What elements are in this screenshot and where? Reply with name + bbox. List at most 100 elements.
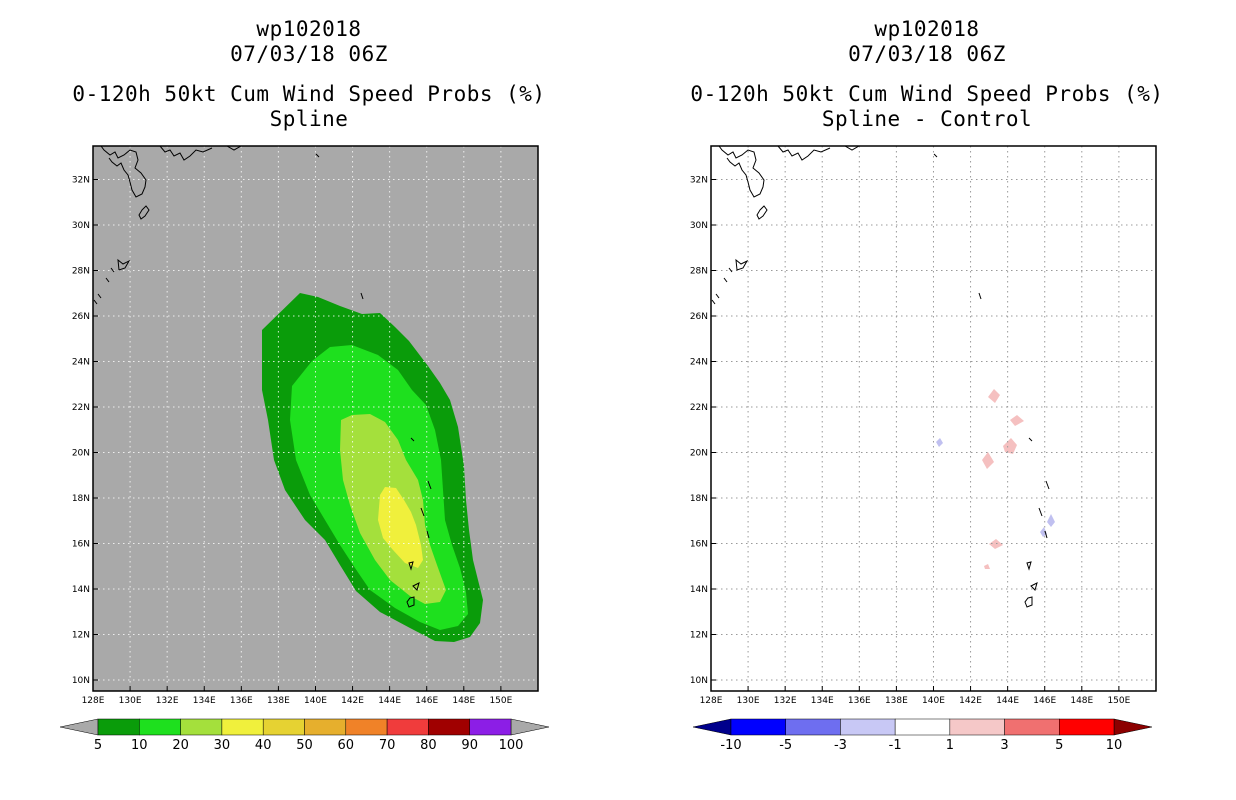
coastlines [93, 146, 432, 608]
colorbar-swatch [262, 718, 305, 736]
coastline-segment [777, 146, 831, 161]
panel-subtitle: Spline - Control [821, 107, 1033, 131]
positive-diff-patch [982, 452, 994, 469]
coastline-segment [718, 146, 765, 198]
difference-contours [936, 389, 1055, 569]
lon-label: 146E [1033, 696, 1056, 706]
coastline-segment [100, 146, 147, 198]
lon-label: 142E [959, 696, 982, 706]
colorbar-over-triangle [510, 718, 550, 736]
coastline-segment [427, 480, 432, 490]
map-background [711, 146, 1156, 691]
colorbar-label: 3 [1000, 738, 1008, 753]
coastline-segment [735, 258, 749, 271]
lat-label: 30N [72, 221, 90, 231]
colorbar-label: -3 [834, 738, 847, 753]
lon-label: 144E [996, 696, 1019, 706]
colorbar-label: 5 [94, 738, 102, 753]
colorbar-label: 30 [214, 738, 231, 753]
coastline-segment [1028, 437, 1033, 442]
lon-label: 150E [1107, 696, 1130, 706]
lon-label: 140E [304, 696, 327, 706]
lon-label: 132E [156, 696, 179, 706]
lat-label: 20N [72, 449, 90, 459]
lon-label: 134E [193, 696, 216, 706]
colorbar-swatch [785, 718, 841, 736]
coastline-segment [756, 205, 768, 220]
coastline-segment [1030, 582, 1038, 591]
colorbar-label: 1 [946, 738, 954, 753]
colorbar-label: 60 [338, 738, 355, 753]
lon-label: 130E [119, 696, 142, 706]
lon-label: 130E [737, 696, 760, 706]
lon-label: 138E [885, 696, 908, 706]
colorbar-swatch [97, 718, 140, 736]
coastline-segment [728, 267, 733, 273]
coastline-segment [1044, 530, 1048, 539]
lat-label: 28N [690, 267, 708, 277]
colorbar-label: 50 [296, 738, 313, 753]
lon-label: 128E [82, 696, 105, 706]
colorbar-label: 40 [255, 738, 272, 753]
lat-label: 32N [72, 176, 90, 186]
coastline-segment [1045, 480, 1050, 490]
product-title: 0-120h 50kt Cum Wind Speed Probs (%) [72, 82, 546, 106]
colorbar-swatch [730, 718, 786, 736]
colorbar-label: 5 [1055, 738, 1063, 753]
coastline-segment [226, 146, 242, 151]
lat-label: 10N [690, 676, 708, 686]
colorbar-swatch [840, 718, 896, 736]
lat-label: 30N [690, 221, 708, 231]
lat-label: 26N [690, 312, 708, 322]
coastline-segment [97, 293, 102, 299]
coastline-segment [159, 146, 213, 161]
lon-label: 146E [415, 696, 438, 706]
lat-label: 12N [690, 631, 708, 641]
lat-label: 24N [72, 358, 90, 368]
coastline-segment [412, 582, 420, 591]
map-gridlines [93, 146, 538, 691]
coastline-segment [1024, 596, 1033, 608]
colorbar-label: 10 [131, 738, 148, 753]
lat-label: 22N [690, 403, 708, 413]
colorbar-under-triangle [692, 718, 732, 736]
colorbar-swatch [949, 718, 1005, 736]
colorbar-swatch [469, 718, 512, 736]
lon-label: 142E [341, 696, 364, 706]
forecast-time: 07/03/18 06Z [848, 42, 1006, 66]
coastline-segment [978, 292, 982, 300]
colorbar-swatch [304, 718, 347, 736]
lat-label: 28N [72, 267, 90, 277]
coastline-segment [93, 299, 98, 305]
coastline-segment [408, 561, 414, 571]
left-map: 128E 130E 132E 134E 136E 138E 140E 142E 144E 146E… [72, 145, 539, 707]
colorbar-label: 10 [1106, 738, 1123, 753]
colorbar-swatch [386, 718, 429, 736]
positive-diff-patch [988, 389, 1000, 403]
forecast-time: 07/03/18 06Z [230, 42, 388, 66]
panel-subtitle: Spline [269, 107, 349, 131]
lat-label: 18N [690, 494, 708, 504]
coastline-segment [723, 277, 728, 283]
storm-id: wp102018 [874, 17, 980, 41]
positive-diff-patch [1003, 438, 1017, 454]
coastline-segment [110, 267, 115, 273]
coastline-segment [1038, 507, 1043, 517]
colorbar-over-triangle [1113, 718, 1153, 736]
right-colorbar: -10 -5 -3 -1 1 3 5 10 [692, 718, 1153, 753]
lat-label: 12N [72, 631, 90, 641]
colorbar-swatch [345, 718, 388, 736]
colorbar-swatch [221, 718, 264, 736]
coastline-segment [138, 205, 150, 220]
lat-label: 26N [72, 312, 90, 322]
colorbar-label: 20 [172, 738, 189, 753]
axis-ticks: 128E 130E 132E 134E 136E 138E 140E 142E 144E 146E… [72, 176, 513, 707]
lat-label: 16N [72, 540, 90, 550]
lon-label: 136E [848, 696, 871, 706]
lon-label: 138E [267, 696, 290, 706]
probability-contours [262, 293, 483, 642]
lat-label: 18N [72, 494, 90, 504]
coastline-segment [117, 258, 131, 271]
coastline-segment [410, 437, 415, 442]
colorbar-swatch [1004, 718, 1060, 736]
